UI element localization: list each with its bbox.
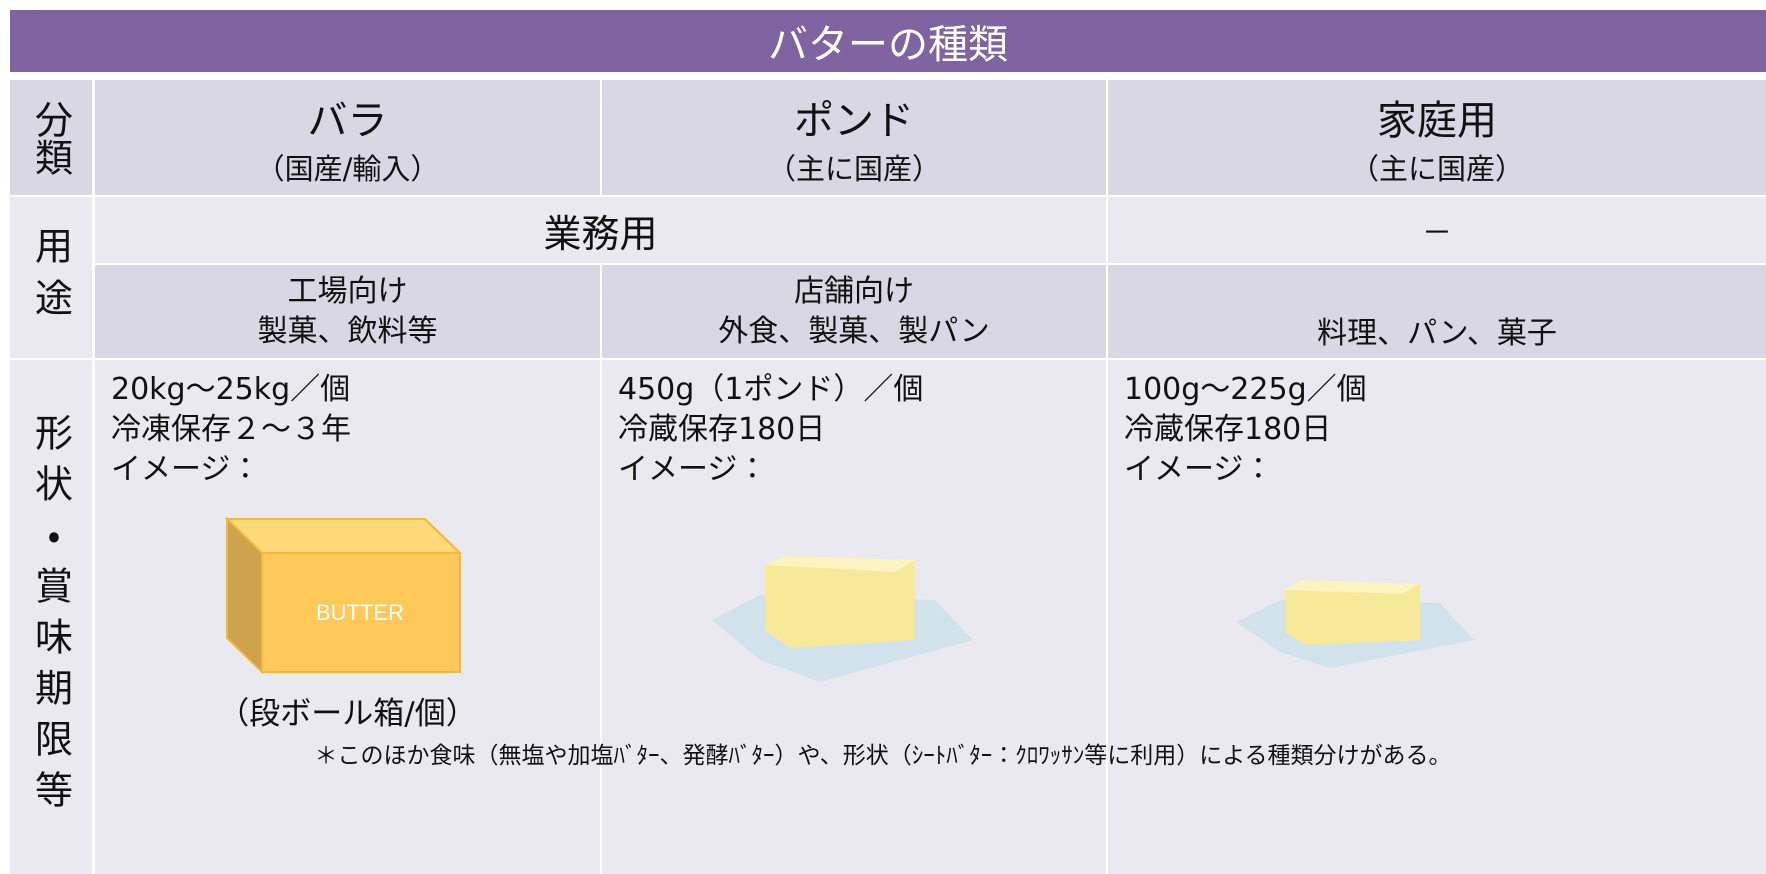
usage-business: 業務用 (95, 197, 1106, 263)
spec-line: 冷凍保存２～３年 (111, 412, 351, 447)
box-label: BUTTER (316, 600, 404, 625)
row-header-cell: 分類 (10, 80, 92, 195)
spec-line: 450g（1ポンド）／個 (618, 372, 924, 407)
usage-home: － (1108, 197, 1766, 263)
column-cell: 家庭用 （主に国産） (1108, 80, 1766, 195)
row-header: 用途 (28, 225, 73, 330)
target-cell: 料理、パン、菓子 (1108, 265, 1766, 358)
column-name: バラ (307, 97, 388, 144)
row-header-cell: 形状・賞味期限等 (10, 360, 92, 874)
butter-block (712, 556, 973, 682)
butter-box: BUTTER (224, 516, 463, 675)
spec-line: イメージ： (618, 452, 768, 487)
target-detail: 外食、製菓、製パン (718, 313, 990, 349)
column-sub: （国産/輸入） (255, 151, 440, 186)
spec-cell: 20kg～25kg／個 冷凍保存２～３年 イメージ： (95, 360, 600, 874)
image-caption: （段ボール箱/個） (218, 696, 477, 732)
column-name: 家庭用 (1377, 97, 1497, 144)
spec-line: 冷蔵保存180日 (1124, 412, 1332, 447)
target-detail: 製菓、飲料等 (257, 313, 438, 349)
row-header: 分類 (28, 99, 73, 176)
column-sub: （主に国産） (766, 151, 941, 186)
spec-line: 20kg～25kg／個 (111, 372, 351, 407)
row-header: 形状・賞味期限等 (28, 413, 73, 821)
column-name: ポンド (794, 97, 914, 144)
target-cell: 工場向け 製菓、飲料等 (95, 265, 600, 358)
row-header-cell: 用途 (10, 197, 92, 358)
spec-line: 冷蔵保存180日 (618, 412, 826, 447)
column-cell: ポンド （主に国産） (602, 80, 1106, 195)
butter-block (1236, 580, 1474, 668)
spec-line: イメージ： (111, 452, 261, 487)
target-detail: 料理、パン、菓子 (1317, 316, 1557, 351)
target-name: 店舗向け (794, 273, 914, 309)
footnote: ＊このほか食味（無塩や加塩ﾊﾞﾀｰ、発酵ﾊﾞﾀｰ）や、形状（ｼｰﾄﾊﾞﾀｰ：ｸﾛ… (314, 743, 1452, 769)
spec-line: 100g～225g／個 (1124, 372, 1367, 407)
target-name: 工場向け (287, 273, 408, 309)
spec-line: イメージ： (1124, 452, 1274, 487)
column-sub: （主に国産） (1349, 151, 1524, 186)
title: バターの種類 (10, 10, 1766, 72)
column-cell: バラ （国産/輸入） (95, 80, 600, 195)
target-cell: 店舗向け 外食、製菓、製パン (602, 265, 1106, 358)
